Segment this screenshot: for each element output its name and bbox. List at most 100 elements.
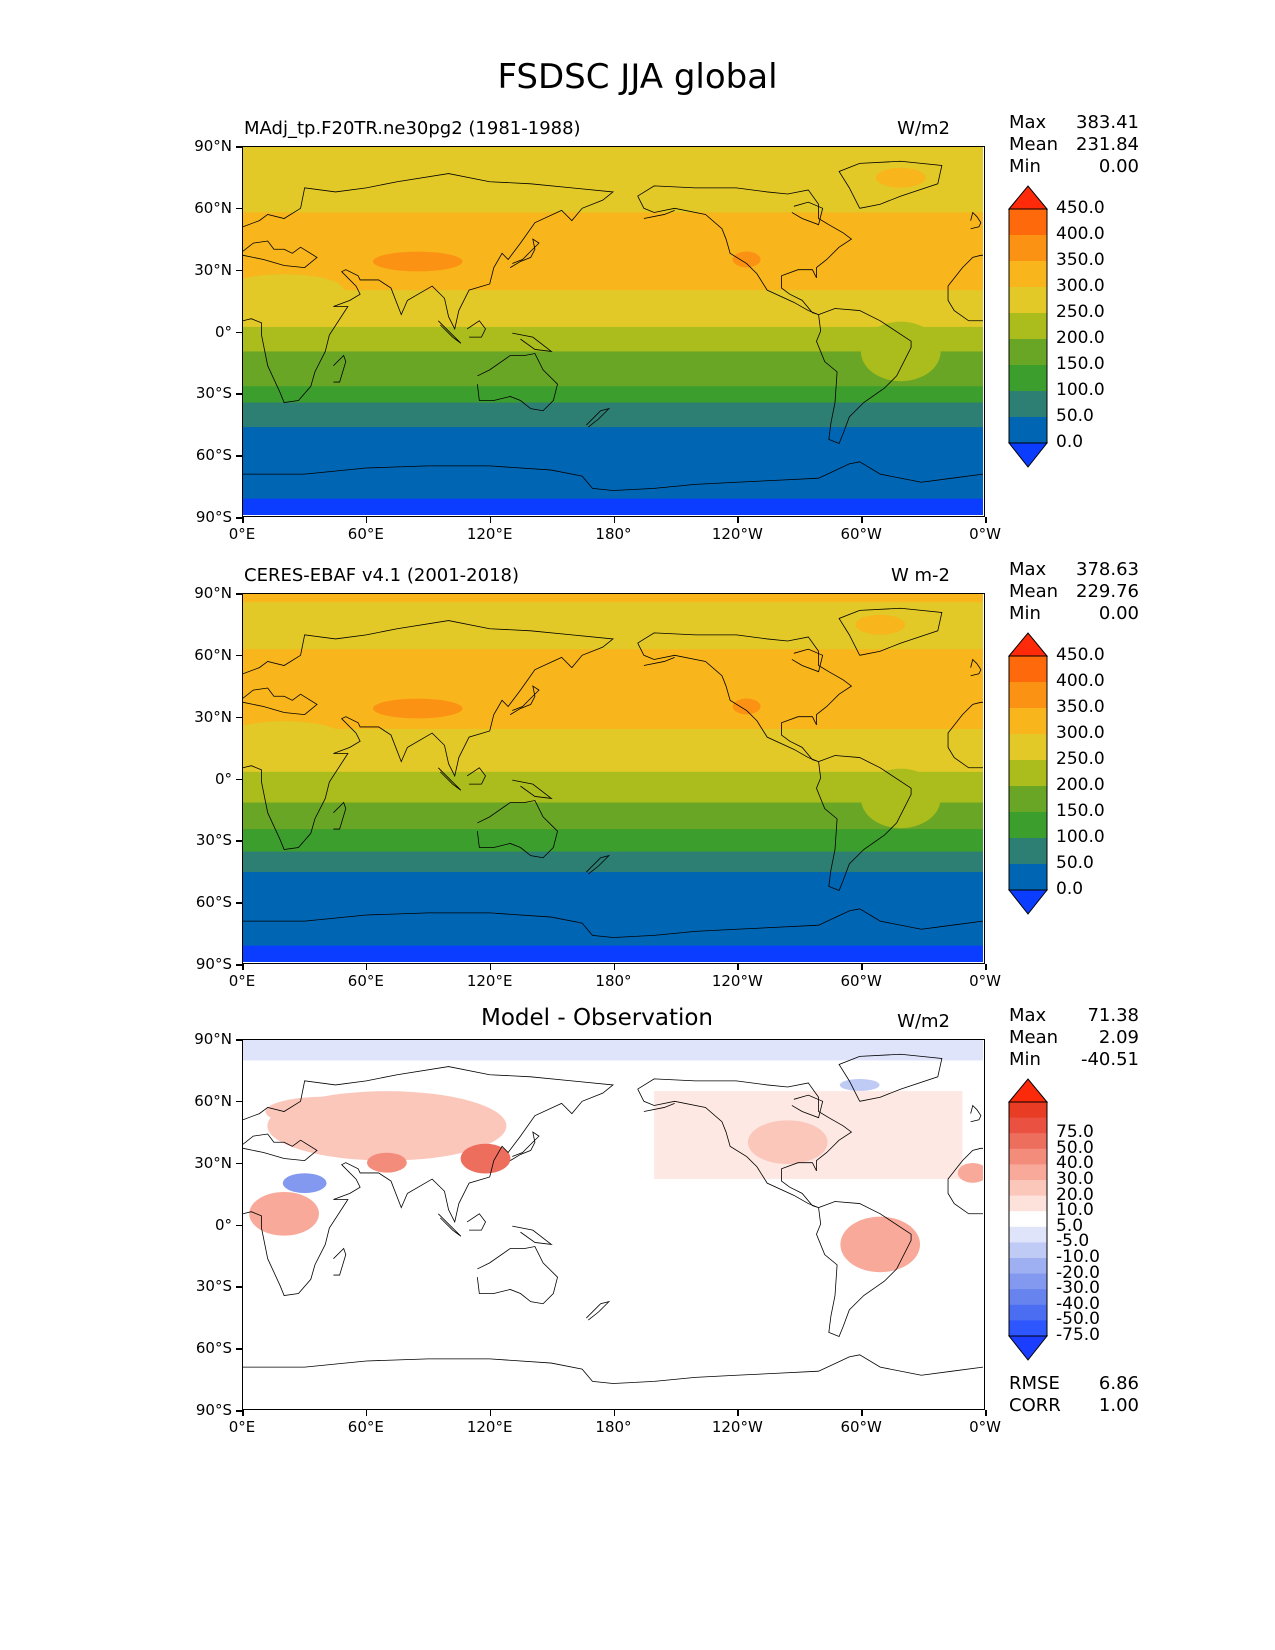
colorbar-segment xyxy=(1009,708,1047,735)
colorbar-label: -5.0 xyxy=(1056,1231,1090,1252)
lon-tick-mark xyxy=(489,964,492,970)
lat-tick-label: 90°S xyxy=(195,1401,232,1419)
coastline xyxy=(476,353,558,412)
lon-tick-label: 120°W xyxy=(711,972,763,990)
stat-mean: 2.09 xyxy=(1098,1027,1139,1048)
colorbar-segment xyxy=(1009,1102,1047,1119)
colorbar-segment xyxy=(1009,313,1047,340)
panel-2-map xyxy=(242,593,985,964)
coastline xyxy=(791,1094,824,1119)
colorbar-segment xyxy=(1009,656,1047,683)
colorbar-label: 100.0 xyxy=(1056,827,1105,847)
colorbar-label: -30.0 xyxy=(1056,1278,1100,1299)
coastline xyxy=(791,648,824,673)
lon-tick-mark xyxy=(985,1410,987,1416)
stat-mean: 231.84 xyxy=(1076,134,1139,155)
lon-tick-label: 60°E xyxy=(347,972,384,990)
coastline xyxy=(243,620,615,850)
colorbar-label: 10.0 xyxy=(1056,1200,1094,1221)
coastline xyxy=(586,854,611,875)
lon-tick-mark xyxy=(365,517,368,523)
coastline xyxy=(243,908,983,938)
africa-positive-region xyxy=(249,1191,319,1236)
tibet-high-region xyxy=(372,698,463,719)
colorbar-segment xyxy=(1009,1211,1047,1228)
colorbar-segment xyxy=(1009,1148,1047,1165)
colorbar-label: -75.0 xyxy=(1056,1325,1100,1345)
coastline xyxy=(243,1066,615,1296)
lat-tick-label: 90°S xyxy=(195,955,232,973)
lat-tick-label: 30°S xyxy=(195,1277,232,1296)
lon-tick-label: 180° xyxy=(595,972,632,990)
colorbar-label: 50.0 xyxy=(1056,406,1094,426)
colorbar-segment xyxy=(1009,1289,1047,1306)
contour-band xyxy=(243,851,983,873)
lon-tick-label: 60°W xyxy=(840,972,882,990)
contour-band xyxy=(243,728,983,773)
coastline xyxy=(643,210,675,219)
lat-tick-mark xyxy=(236,455,242,457)
coastline xyxy=(791,201,824,226)
lat-tick-mark xyxy=(236,207,242,210)
coastline xyxy=(512,332,553,353)
contour-band xyxy=(243,872,983,891)
rmse-value: 6.86 xyxy=(1098,1373,1139,1394)
sahara-region xyxy=(243,274,344,306)
stat-label: Mean xyxy=(1009,581,1059,602)
colorbar-label: -20.0 xyxy=(1056,1262,1100,1283)
colorbar-segment xyxy=(1009,1164,1047,1181)
coastline xyxy=(466,767,486,785)
colorbar-segment xyxy=(1009,1133,1047,1150)
coastline xyxy=(816,1201,912,1338)
coastline xyxy=(838,607,943,656)
lon-tick-label: 0°E xyxy=(228,972,256,990)
lat-tick-label: 0° xyxy=(214,322,232,341)
colorbar-segment xyxy=(1009,339,1047,366)
rmse-label: RMSE xyxy=(1009,1373,1060,1394)
lat-tick-mark xyxy=(236,1286,242,1288)
southwest-us-region xyxy=(732,251,761,268)
lon-tick-mark xyxy=(489,1410,492,1416)
coastline xyxy=(243,461,983,491)
colorbar-label: 450.0 xyxy=(1056,198,1105,218)
south-america-region xyxy=(860,321,941,382)
panel-3-map xyxy=(242,1039,985,1410)
lat-tick-mark xyxy=(236,331,242,333)
colorbar-label: 5.0 xyxy=(1056,1215,1084,1236)
lon-tick-mark xyxy=(861,1410,863,1416)
colorbar-label: 250.0 xyxy=(1056,302,1105,322)
colorbar-extend-max xyxy=(1007,1078,1049,1103)
coastline xyxy=(243,240,318,269)
arctic-negative-band xyxy=(243,1040,983,1061)
stat-max: 383.41 xyxy=(1076,112,1139,133)
greenland-region xyxy=(875,167,926,188)
stat-label: Max xyxy=(1009,112,1047,133)
lat-tick-mark xyxy=(236,517,242,519)
colorbar-label: 100.0 xyxy=(1056,380,1105,400)
contour-band xyxy=(243,649,983,730)
tibet-high-region xyxy=(372,251,463,272)
panel-1-title: MAdj_tp.F20TR.ne30pg2 (1981-1988) xyxy=(244,118,581,139)
southwest-us-region xyxy=(732,698,761,715)
coastline xyxy=(438,320,462,344)
coastline xyxy=(643,657,675,666)
panel-3-units: W/m2 xyxy=(897,1011,950,1032)
lon-tick-mark xyxy=(861,964,863,970)
colorbar-label: 150.0 xyxy=(1056,354,1105,374)
colorbar-label: 50.0 xyxy=(1056,853,1094,873)
coastline xyxy=(970,658,982,677)
colorbar-frame xyxy=(1008,655,1048,891)
lon-tick-mark xyxy=(242,517,244,523)
india-positive-region xyxy=(366,1152,407,1173)
coastline xyxy=(947,1147,983,1215)
lon-tick-label: 0°W xyxy=(969,525,1001,543)
colorbar-segment xyxy=(1009,1242,1047,1259)
colorbar-label: 250.0 xyxy=(1056,749,1105,769)
corr-value: 1.00 xyxy=(1098,1395,1139,1416)
colorbar-label: 150.0 xyxy=(1056,801,1105,821)
lon-tick-mark xyxy=(489,517,492,523)
lat-tick-label: 0° xyxy=(214,769,232,788)
south-america-positive-region xyxy=(840,1216,921,1273)
lat-tick-label: 90°N xyxy=(194,137,232,155)
colorbar-segment xyxy=(1009,864,1047,891)
